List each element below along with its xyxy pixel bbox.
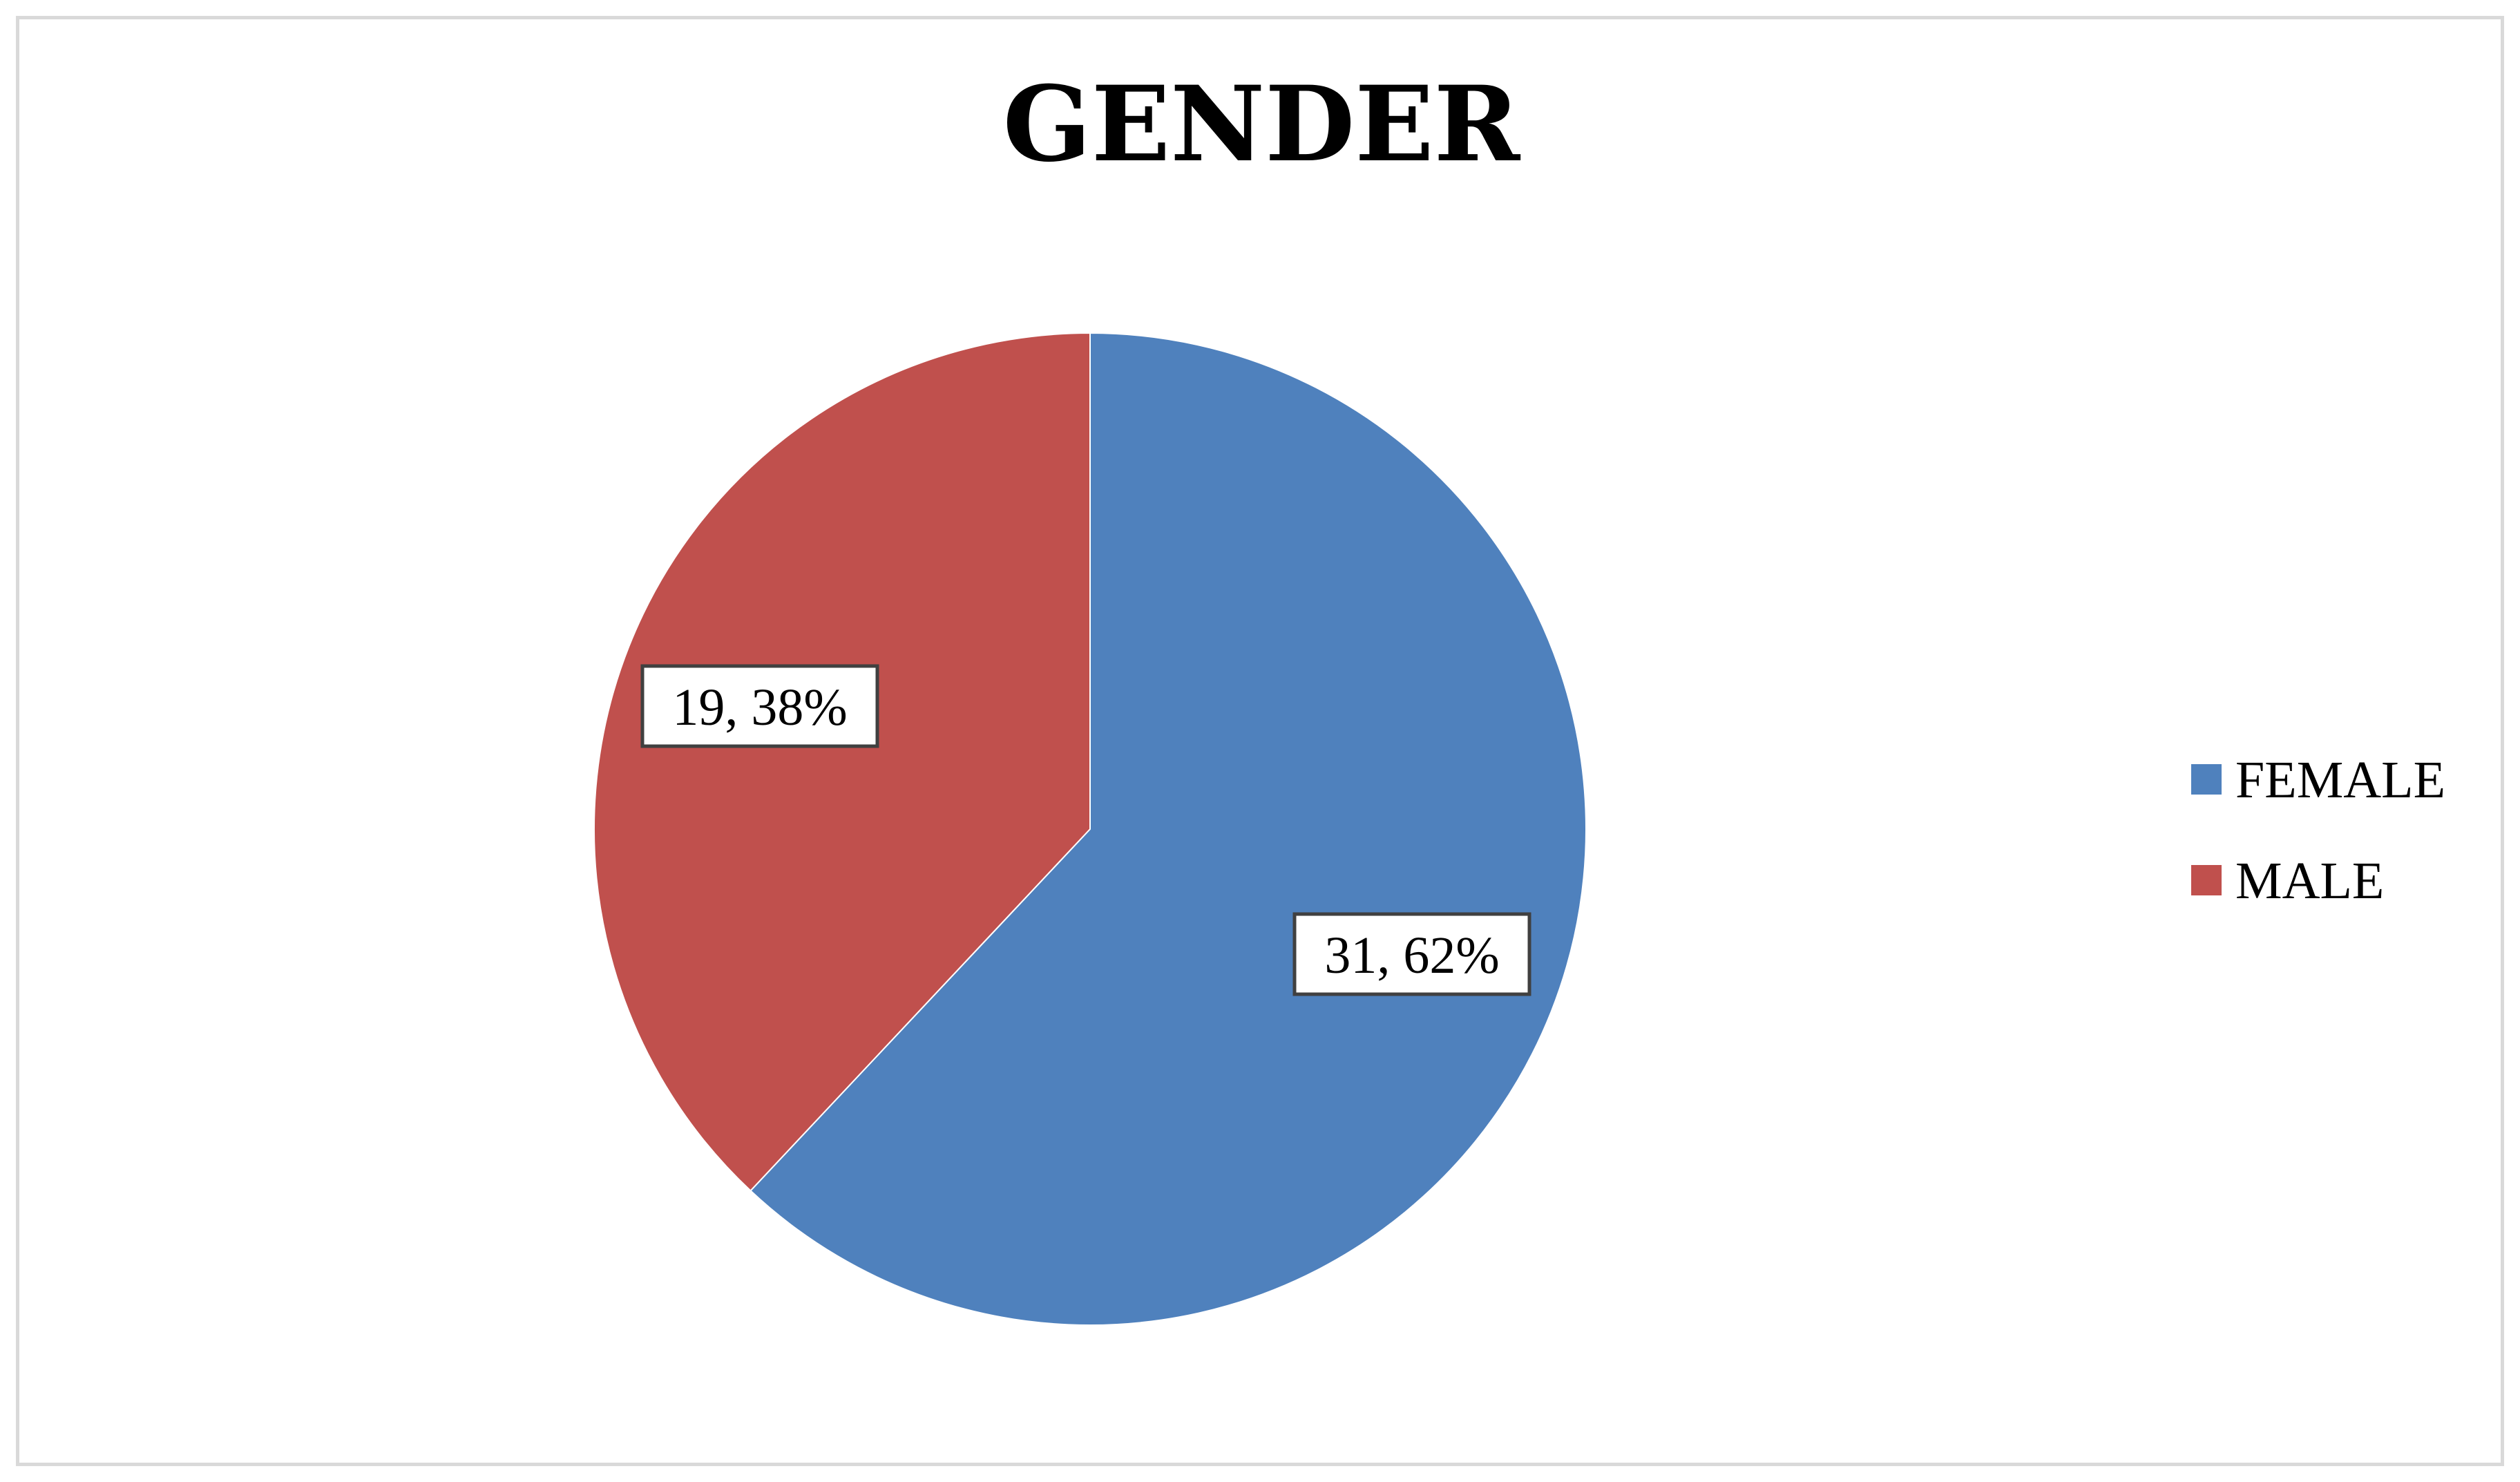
legend: FEMALE MALE [2191,751,2445,910]
legend-item-female: FEMALE [2191,751,2445,809]
legend-item-male: MALE [2191,852,2384,910]
data-labels: 31, 62% 19, 38% [640,664,1531,996]
pie-slices [593,332,1587,1326]
legend-label: FEMALE [2235,751,2445,809]
data-label-box [1292,912,1531,996]
data-label-male: 19, 38% [640,664,879,748]
legend-swatch [2191,764,2222,795]
data-label-text: 31, 62% [1324,927,1499,985]
slice-female [750,332,1587,1326]
data-label-female: 31, 62% [1292,912,1531,996]
data-label-text: 19, 38% [672,678,847,737]
legend-swatch [2191,865,2222,895]
chart-title: GENDER [1003,64,1521,185]
slice-male [593,332,1091,1192]
data-label-box [640,664,879,748]
legend-label: MALE [2235,852,2384,910]
